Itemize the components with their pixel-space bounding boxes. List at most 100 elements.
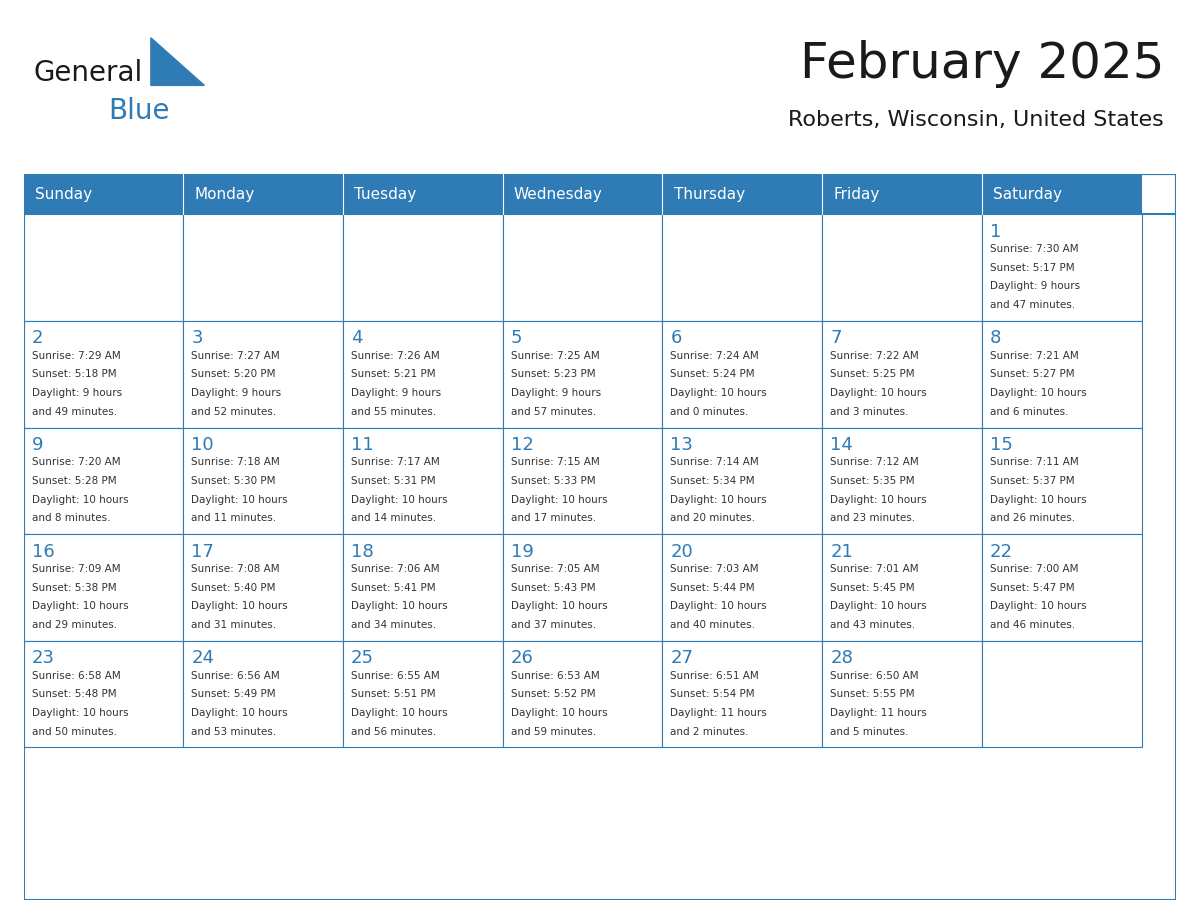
FancyBboxPatch shape xyxy=(24,641,183,747)
Text: Roberts, Wisconsin, United States: Roberts, Wisconsin, United States xyxy=(789,110,1164,130)
Text: Wednesday: Wednesday xyxy=(514,187,602,202)
Text: and 29 minutes.: and 29 minutes. xyxy=(32,620,116,630)
FancyBboxPatch shape xyxy=(503,321,663,428)
FancyBboxPatch shape xyxy=(822,174,981,214)
Text: Sunrise: 7:06 AM: Sunrise: 7:06 AM xyxy=(352,564,440,574)
Text: Thursday: Thursday xyxy=(674,187,745,202)
Text: Daylight: 9 hours: Daylight: 9 hours xyxy=(352,388,441,398)
Text: and 55 minutes.: and 55 minutes. xyxy=(352,407,436,417)
Text: 15: 15 xyxy=(990,436,1012,454)
Text: Tuesday: Tuesday xyxy=(354,187,417,202)
Text: and 6 minutes.: and 6 minutes. xyxy=(990,407,1068,417)
FancyBboxPatch shape xyxy=(663,174,822,214)
Text: Daylight: 10 hours: Daylight: 10 hours xyxy=(670,601,767,611)
Text: Sunrise: 7:08 AM: Sunrise: 7:08 AM xyxy=(191,564,280,574)
Text: Daylight: 10 hours: Daylight: 10 hours xyxy=(352,708,448,718)
Text: Daylight: 10 hours: Daylight: 10 hours xyxy=(32,495,128,505)
Text: Sunset: 5:47 PM: Sunset: 5:47 PM xyxy=(990,583,1074,593)
FancyBboxPatch shape xyxy=(822,534,981,641)
Text: Sunset: 5:51 PM: Sunset: 5:51 PM xyxy=(352,689,436,700)
FancyBboxPatch shape xyxy=(24,428,183,534)
Text: 24: 24 xyxy=(191,649,214,667)
Text: and 40 minutes.: and 40 minutes. xyxy=(670,620,756,630)
Text: Daylight: 11 hours: Daylight: 11 hours xyxy=(830,708,927,718)
Text: 9: 9 xyxy=(32,436,43,454)
Text: Sunset: 5:24 PM: Sunset: 5:24 PM xyxy=(670,369,756,379)
Text: 23: 23 xyxy=(32,649,55,667)
Text: 10: 10 xyxy=(191,436,214,454)
Text: Daylight: 9 hours: Daylight: 9 hours xyxy=(32,388,122,398)
Text: Sunset: 5:31 PM: Sunset: 5:31 PM xyxy=(352,476,436,486)
FancyBboxPatch shape xyxy=(822,428,981,534)
Text: and 53 minutes.: and 53 minutes. xyxy=(191,726,277,736)
Text: Daylight: 10 hours: Daylight: 10 hours xyxy=(511,601,607,611)
FancyBboxPatch shape xyxy=(503,428,663,534)
Text: Sunrise: 7:24 AM: Sunrise: 7:24 AM xyxy=(670,351,759,361)
Text: Sunrise: 6:55 AM: Sunrise: 6:55 AM xyxy=(352,670,440,680)
Text: 25: 25 xyxy=(352,649,374,667)
Text: Sunset: 5:48 PM: Sunset: 5:48 PM xyxy=(32,689,116,700)
Text: Sunrise: 7:22 AM: Sunrise: 7:22 AM xyxy=(830,351,918,361)
Text: Sunset: 5:45 PM: Sunset: 5:45 PM xyxy=(830,583,915,593)
Text: Sunrise: 6:51 AM: Sunrise: 6:51 AM xyxy=(670,670,759,680)
Text: Sunrise: 7:21 AM: Sunrise: 7:21 AM xyxy=(990,351,1079,361)
Text: and 57 minutes.: and 57 minutes. xyxy=(511,407,596,417)
Text: Daylight: 10 hours: Daylight: 10 hours xyxy=(990,388,1087,398)
FancyBboxPatch shape xyxy=(183,641,343,747)
Text: Sunset: 5:28 PM: Sunset: 5:28 PM xyxy=(32,476,116,486)
Text: 27: 27 xyxy=(670,649,694,667)
Text: and 49 minutes.: and 49 minutes. xyxy=(32,407,116,417)
FancyBboxPatch shape xyxy=(343,214,503,321)
Text: Sunset: 5:43 PM: Sunset: 5:43 PM xyxy=(511,583,595,593)
Text: 13: 13 xyxy=(670,436,694,454)
FancyBboxPatch shape xyxy=(981,428,1142,534)
FancyBboxPatch shape xyxy=(183,428,343,534)
Polygon shape xyxy=(151,38,204,85)
FancyBboxPatch shape xyxy=(981,174,1142,214)
Text: Sunset: 5:35 PM: Sunset: 5:35 PM xyxy=(830,476,915,486)
FancyBboxPatch shape xyxy=(822,641,981,747)
Text: Sunrise: 7:27 AM: Sunrise: 7:27 AM xyxy=(191,351,280,361)
Text: Sunrise: 7:14 AM: Sunrise: 7:14 AM xyxy=(670,457,759,467)
Text: Sunrise: 7:05 AM: Sunrise: 7:05 AM xyxy=(511,564,600,574)
Text: Sunset: 5:49 PM: Sunset: 5:49 PM xyxy=(191,689,276,700)
Text: Sunset: 5:41 PM: Sunset: 5:41 PM xyxy=(352,583,436,593)
Text: February 2025: February 2025 xyxy=(800,39,1164,87)
Text: Daylight: 10 hours: Daylight: 10 hours xyxy=(32,601,128,611)
Text: Sunset: 5:20 PM: Sunset: 5:20 PM xyxy=(191,369,276,379)
FancyBboxPatch shape xyxy=(24,214,183,321)
Text: Daylight: 11 hours: Daylight: 11 hours xyxy=(670,708,767,718)
Text: 19: 19 xyxy=(511,543,533,561)
FancyBboxPatch shape xyxy=(663,641,822,747)
FancyBboxPatch shape xyxy=(663,428,822,534)
Text: Sunrise: 7:20 AM: Sunrise: 7:20 AM xyxy=(32,457,120,467)
Text: 21: 21 xyxy=(830,543,853,561)
FancyBboxPatch shape xyxy=(503,534,663,641)
Text: Sunset: 5:17 PM: Sunset: 5:17 PM xyxy=(990,263,1074,273)
Text: Sunset: 5:55 PM: Sunset: 5:55 PM xyxy=(830,689,915,700)
FancyBboxPatch shape xyxy=(981,214,1142,321)
Text: Sunrise: 7:15 AM: Sunrise: 7:15 AM xyxy=(511,457,600,467)
Text: Sunrise: 6:58 AM: Sunrise: 6:58 AM xyxy=(32,670,120,680)
Text: Daylight: 9 hours: Daylight: 9 hours xyxy=(191,388,282,398)
FancyBboxPatch shape xyxy=(343,174,503,214)
Text: Daylight: 9 hours: Daylight: 9 hours xyxy=(990,282,1080,292)
Text: Daylight: 10 hours: Daylight: 10 hours xyxy=(990,495,1087,505)
Text: Daylight: 10 hours: Daylight: 10 hours xyxy=(990,601,1087,611)
Text: Sunrise: 7:09 AM: Sunrise: 7:09 AM xyxy=(32,564,120,574)
Text: 16: 16 xyxy=(32,543,55,561)
Text: Daylight: 9 hours: Daylight: 9 hours xyxy=(511,388,601,398)
Text: Daylight: 10 hours: Daylight: 10 hours xyxy=(830,388,927,398)
Text: Sunday: Sunday xyxy=(34,187,91,202)
Text: and 31 minutes.: and 31 minutes. xyxy=(191,620,277,630)
FancyBboxPatch shape xyxy=(343,641,503,747)
FancyBboxPatch shape xyxy=(183,534,343,641)
Text: Sunset: 5:27 PM: Sunset: 5:27 PM xyxy=(990,369,1074,379)
Text: Daylight: 10 hours: Daylight: 10 hours xyxy=(830,601,927,611)
Text: 18: 18 xyxy=(352,543,374,561)
Text: Sunset: 5:54 PM: Sunset: 5:54 PM xyxy=(670,689,756,700)
Text: Sunset: 5:38 PM: Sunset: 5:38 PM xyxy=(32,583,116,593)
Text: Sunrise: 6:53 AM: Sunrise: 6:53 AM xyxy=(511,670,600,680)
Text: and 5 minutes.: and 5 minutes. xyxy=(830,726,909,736)
Text: 12: 12 xyxy=(511,436,533,454)
